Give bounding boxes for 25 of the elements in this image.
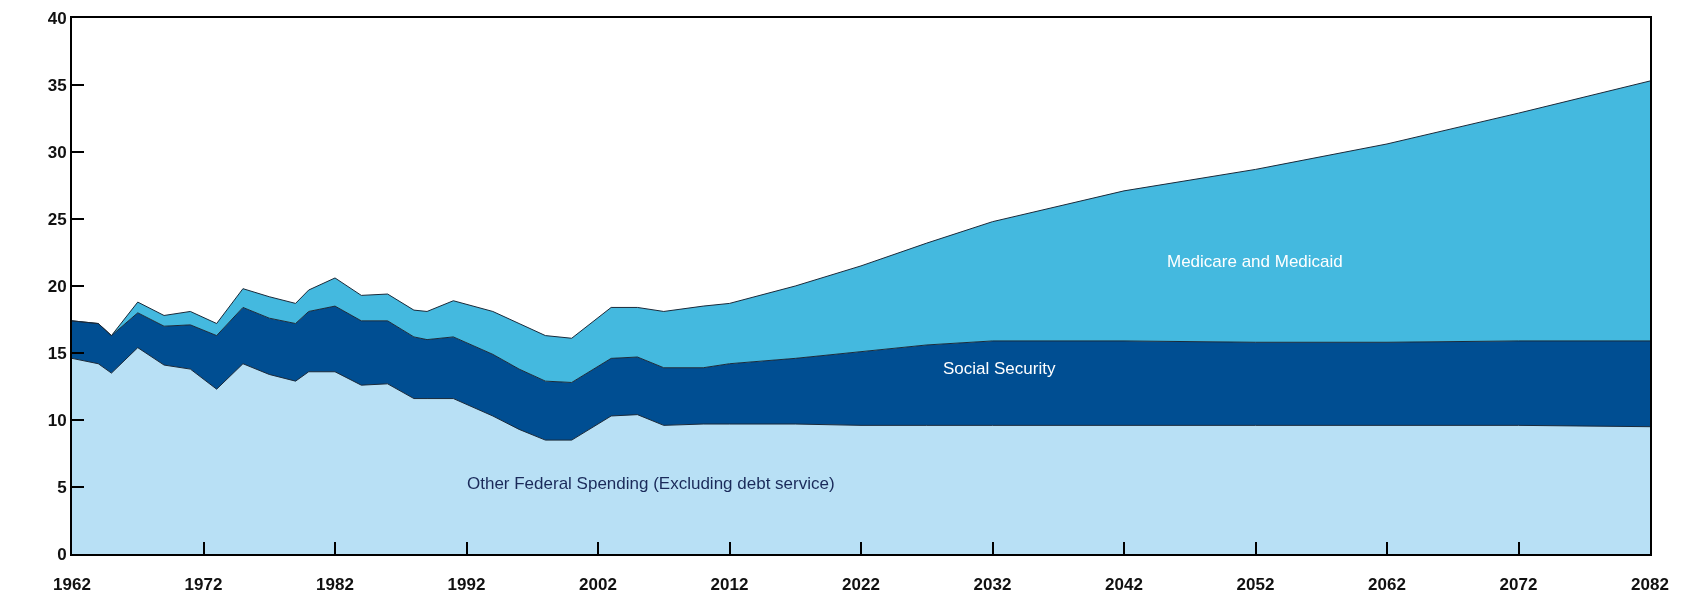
- x-tick-label: 2032: [973, 575, 1012, 595]
- series-label: Other Federal Spending (Excluding debt service): [467, 474, 835, 493]
- x-tick-label: 2072: [1499, 575, 1538, 595]
- x-tick-label: 2062: [1368, 575, 1406, 595]
- x-tick-label: 1982: [316, 575, 354, 595]
- x-tick-label: 2022: [842, 575, 880, 595]
- y-tick-label: 15: [47, 343, 67, 363]
- y-tick-label: 10: [47, 410, 67, 430]
- y-tick-label: 35: [47, 75, 67, 95]
- x-tick-label: 2052: [1236, 575, 1275, 595]
- y-tick-label: 40: [47, 8, 67, 28]
- y-tick-label: 20: [47, 276, 67, 296]
- x-tick-label: 2002: [579, 575, 617, 595]
- x-tick-label: 2082: [1631, 575, 1669, 595]
- y-tick-label: 30: [47, 142, 67, 162]
- x-tick-label: 1972: [184, 575, 223, 595]
- x-tick-label: 2042: [1105, 575, 1143, 595]
- x-tick-label: 2012: [710, 575, 749, 595]
- y-tick-label: 5: [57, 477, 67, 497]
- series-label: Medicare and Medicaid: [1167, 252, 1343, 271]
- x-tick-label: 1992: [447, 575, 486, 595]
- series-label: Social Security: [943, 359, 1056, 378]
- y-tick-label: 25: [47, 209, 67, 229]
- x-tick-label: 1962: [53, 575, 91, 595]
- y-tick-label: 0: [57, 544, 67, 564]
